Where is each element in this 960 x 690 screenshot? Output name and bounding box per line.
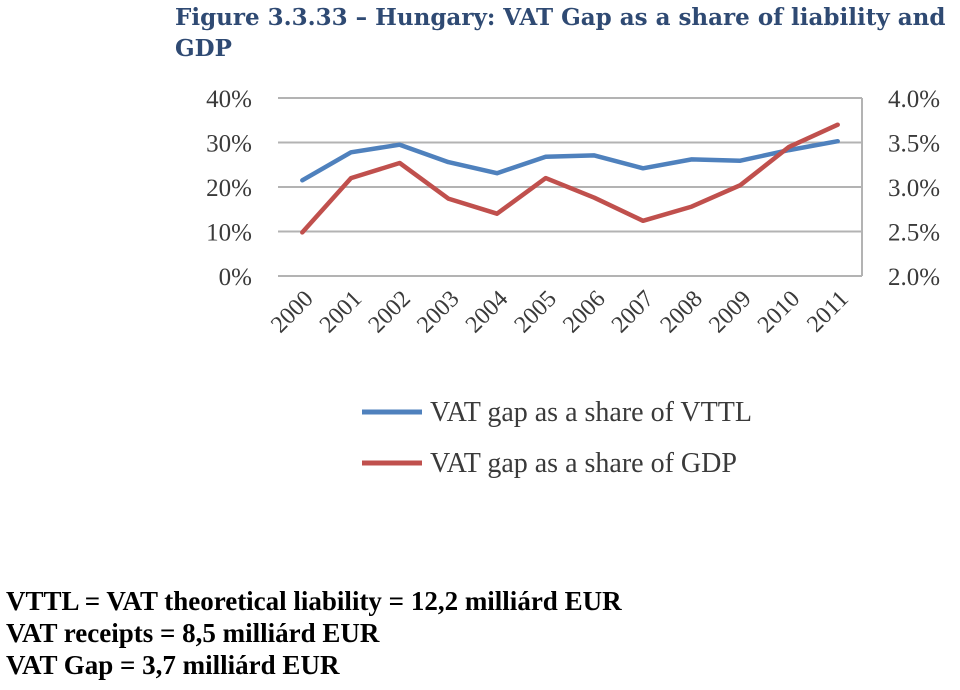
y-right-tick-label: 2.0% bbox=[888, 264, 940, 291]
y-right-tick-label: 4.0% bbox=[888, 86, 940, 113]
note-vttl: VTTL = VAT theoretical liability = 12,2 … bbox=[6, 586, 622, 616]
line-chart: 0%10%20%30%40%2.0%2.5%3.0%3.5%4.0%200020… bbox=[206, 86, 940, 479]
chart-title: Figure 3.3.33 – Hungary: VAT Gap as a sh… bbox=[175, 4, 946, 62]
y-left-tick-label: 40% bbox=[206, 86, 252, 113]
series-line-1 bbox=[300, 138, 840, 183]
x-tick-label: 2008 bbox=[656, 286, 708, 338]
x-tick-label: 2006 bbox=[558, 286, 610, 338]
x-tick-label: 2011 bbox=[802, 286, 854, 338]
x-tick-label: 2003 bbox=[412, 286, 464, 338]
x-tick-label: 2002 bbox=[364, 286, 416, 338]
series-line-2 bbox=[300, 122, 840, 235]
y-right-tick-label: 2.5% bbox=[888, 220, 940, 247]
notes-block: VTTL = VAT theoretical liability = 12,2 … bbox=[6, 585, 622, 681]
x-tick-label: 2009 bbox=[704, 286, 756, 338]
y-right-tick-label: 3.0% bbox=[888, 175, 940, 202]
y-right-tick-label: 3.5% bbox=[888, 131, 940, 158]
y-left-tick-label: 20% bbox=[206, 175, 252, 202]
x-tick-label: 2005 bbox=[510, 286, 562, 338]
legend-label-2: VAT gap as a share of GDP bbox=[430, 448, 737, 479]
x-tick-label: 2010 bbox=[753, 286, 805, 338]
legend-label-1: VAT gap as a share of VTTL bbox=[430, 397, 752, 428]
x-tick-label: 2001 bbox=[315, 286, 367, 338]
note-vat-gap: VAT Gap = 3,7 milliárd EUR bbox=[6, 650, 340, 680]
y-left-tick-label: 30% bbox=[206, 131, 252, 158]
y-left-tick-label: 10% bbox=[206, 220, 252, 247]
x-tick-label: 2000 bbox=[266, 286, 318, 338]
y-left-tick-label: 0% bbox=[219, 264, 252, 291]
x-tick-label: 2004 bbox=[461, 286, 513, 338]
note-vat-receipts: VAT receipts = 8,5 milliárd EUR bbox=[6, 618, 380, 648]
x-tick-label: 2007 bbox=[607, 286, 659, 338]
